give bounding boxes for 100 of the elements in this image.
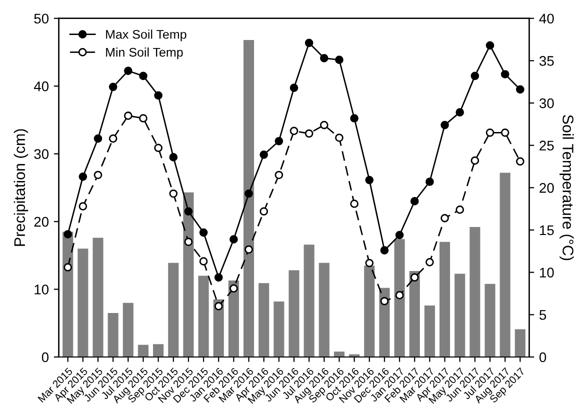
- point: [244, 245, 253, 254]
- point: [290, 84, 298, 92]
- bar: [78, 248, 88, 357]
- point: [199, 257, 208, 266]
- bar: [439, 242, 450, 357]
- point: [199, 228, 208, 237]
- legend-label: Min Soil Temp: [106, 48, 183, 60]
- point: [410, 273, 419, 282]
- point: [108, 82, 118, 92]
- point: [274, 136, 284, 146]
- point: [64, 230, 72, 238]
- y2-tick-label: 5: [539, 310, 546, 320]
- bar: [243, 40, 254, 357]
- bar: [92, 238, 104, 357]
- y2-tick-label: 10: [540, 268, 554, 278]
- y-tick-label: 50: [34, 14, 49, 24]
- y-tick-label: 20: [34, 216, 49, 227]
- bar: [213, 299, 224, 357]
- point: [260, 207, 268, 216]
- point: [260, 150, 268, 159]
- bar: [379, 288, 390, 357]
- point: [169, 189, 178, 198]
- point: [350, 114, 358, 122]
- point: [380, 296, 389, 306]
- bar: [500, 172, 510, 357]
- point: [395, 291, 404, 300]
- point: [124, 66, 132, 76]
- point: [304, 38, 314, 48]
- point: [64, 263, 72, 272]
- y2-tick-label: 25: [540, 140, 554, 151]
- point: [230, 284, 238, 293]
- y2-tick-label: 35: [539, 56, 554, 66]
- bar: [454, 274, 466, 357]
- point: [516, 157, 524, 166]
- point: [154, 144, 162, 152]
- y-axis-title: Precipitation (cm): [14, 129, 28, 246]
- point: [169, 153, 178, 162]
- bar: [288, 270, 300, 357]
- point: [184, 207, 193, 216]
- y-tick-label: 10: [34, 284, 49, 294]
- point: [410, 197, 419, 206]
- point: [78, 202, 88, 210]
- point: [214, 273, 223, 282]
- point: [290, 126, 298, 136]
- bar: [198, 276, 209, 357]
- y-tick-label: 30: [34, 149, 49, 159]
- point: [274, 170, 284, 180]
- point: [139, 72, 148, 80]
- point: [108, 134, 118, 143]
- point: [365, 258, 374, 268]
- point: [94, 134, 102, 143]
- bar: [274, 301, 284, 357]
- point: [500, 70, 510, 78]
- y2-tick-label: 0: [539, 352, 546, 362]
- y2-tick-label: 15: [540, 225, 554, 236]
- bar: [62, 232, 74, 357]
- point: [230, 235, 238, 244]
- point: [456, 108, 464, 116]
- bar: [183, 192, 194, 357]
- bar: [168, 262, 179, 357]
- y-tick-label: 40: [34, 81, 49, 92]
- bar: [122, 302, 134, 357]
- point: [78, 172, 88, 181]
- bar: [484, 284, 496, 357]
- point: [304, 129, 314, 138]
- point: [139, 114, 148, 122]
- legend-label: Max Soil Temp: [106, 30, 186, 42]
- bar: [394, 239, 405, 357]
- point: [380, 246, 389, 254]
- bar: [138, 344, 149, 357]
- point: [440, 120, 449, 130]
- point: [94, 170, 102, 180]
- y2-tick-label: 40: [539, 14, 554, 24]
- bar: [364, 266, 375, 357]
- point: [335, 56, 344, 64]
- point: [440, 214, 449, 222]
- point: [486, 128, 494, 137]
- point: [426, 258, 434, 266]
- bar: [470, 226, 480, 357]
- point: [500, 128, 510, 137]
- point: [335, 134, 344, 142]
- bar: [258, 283, 270, 357]
- point: [365, 176, 374, 184]
- y2-tick-label: 30: [539, 98, 554, 108]
- point: [320, 120, 328, 130]
- point: [426, 178, 434, 186]
- point: [184, 238, 193, 246]
- bar: [304, 244, 314, 357]
- y-tick-label: 0: [42, 352, 49, 362]
- bar: [318, 262, 330, 357]
- bar: [409, 270, 420, 357]
- bar: [334, 352, 345, 357]
- point: [456, 206, 464, 214]
- bar: [424, 306, 435, 357]
- bar: [228, 280, 239, 357]
- point: [214, 302, 223, 310]
- point: [320, 54, 328, 62]
- point: [516, 85, 524, 94]
- point: [470, 72, 480, 80]
- bar: [108, 312, 118, 357]
